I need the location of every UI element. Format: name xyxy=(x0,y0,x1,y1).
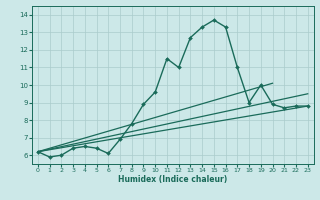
X-axis label: Humidex (Indice chaleur): Humidex (Indice chaleur) xyxy=(118,175,228,184)
